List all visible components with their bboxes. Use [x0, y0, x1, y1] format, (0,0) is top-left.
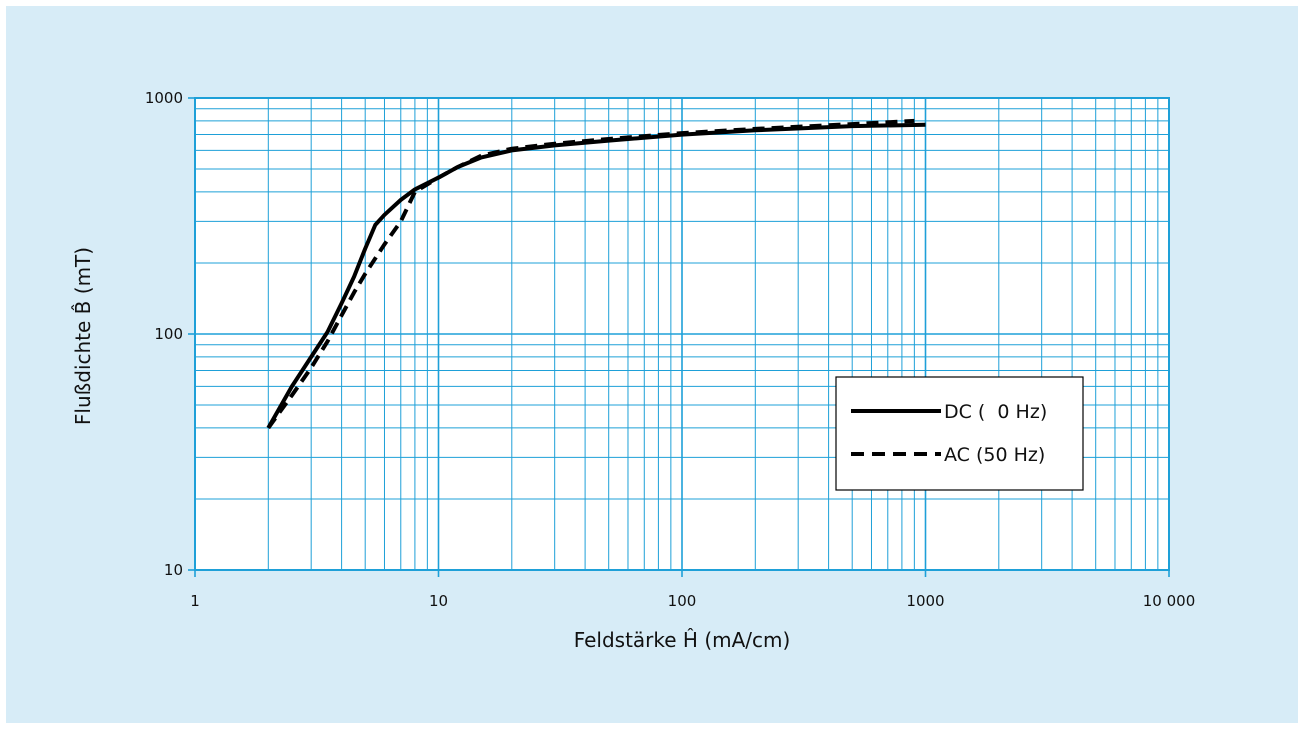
chart-panel: 1 10 100 1000 10 000 10 100 1000 Feldstärke Ĥ (…	[6, 6, 1298, 723]
series-lines	[266, 118, 926, 430]
y-tick-label: 1000	[145, 89, 183, 107]
legend-label-dc: DC ( 0 Hz)	[944, 401, 1047, 423]
legend: DC ( 0 Hz) AC (50 Hz)	[835, 376, 1084, 491]
y-tick-label: 100	[154, 325, 183, 343]
legend-box	[835, 376, 1084, 491]
y-tick-label: 10	[164, 561, 183, 579]
tick-labels: 1 10 100 1000 10 000 10 100 1000	[145, 89, 1195, 610]
legend-label-ac: AC (50 Hz)	[944, 444, 1045, 466]
series-line-dc	[266, 122, 926, 429]
x-tick-label: 10	[429, 592, 448, 610]
chart: 1 10 100 1000 10 000 10 100 1000 Feldstärke Ĥ (…	[71, 89, 1195, 652]
series-line-ac	[266, 118, 915, 430]
y-axis-title: Flußdichte B̂ (mT)	[71, 247, 95, 425]
grid	[195, 98, 1169, 570]
x-tick-label: 10 000	[1143, 592, 1196, 610]
x-tick-label: 1000	[906, 592, 944, 610]
plot-frame	[194, 97, 1170, 571]
x-tick-label: 100	[668, 592, 697, 610]
x-axis-title: Feldstärke Ĥ (mA/cm)	[574, 628, 791, 652]
x-tick-label: 1	[190, 592, 200, 610]
